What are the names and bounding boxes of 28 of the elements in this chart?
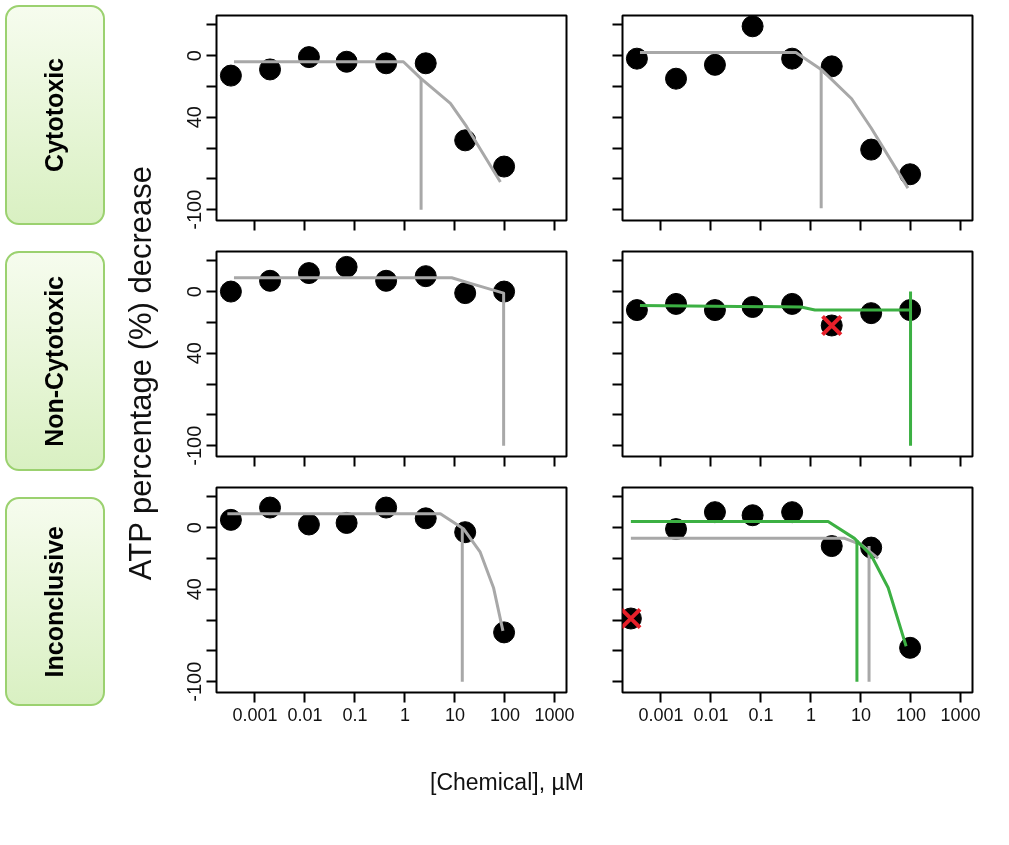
x-tick-label: 0.01: [287, 704, 323, 725]
x-tick-label: 100: [489, 704, 521, 725]
y-tick-label: -100: [183, 661, 206, 702]
y-axis-title: ATP percentage (%) decrease: [121, 165, 159, 581]
x-tick-label: 1: [399, 704, 410, 725]
text: Inconclusive: [39, 525, 70, 678]
x-tick-label: 10: [444, 704, 465, 725]
x-tick-label: 1000: [940, 704, 981, 725]
x-tick-label: 10: [850, 704, 871, 725]
y-tick-label: 0: [183, 286, 206, 298]
x-tick-label: 0.001: [232, 704, 278, 725]
y-tick-label: 40: [183, 342, 206, 365]
x-tick-label: 1000: [534, 704, 575, 725]
y-tick-label: 0: [183, 522, 206, 534]
x-tick-label: 0.1: [748, 704, 774, 725]
text: Non-Cytotoxic: [39, 275, 70, 447]
y-tick-label: -100: [183, 189, 206, 230]
y-tick-label: 40: [183, 106, 206, 129]
x-tick-label: 0.01: [693, 704, 729, 725]
x-tick-label: 0.1: [342, 704, 368, 725]
y-tick-label: 0: [183, 50, 206, 62]
text: Cytotoxic: [39, 58, 70, 172]
x-tick-label: 0.001: [638, 704, 684, 725]
y-tick-label: 40: [183, 578, 206, 601]
x-tick-label: 100: [895, 704, 927, 725]
x-tick-label: 1: [805, 704, 816, 725]
x-axis-title: [Chemical], µM: [430, 768, 584, 797]
y-tick-label: -100: [183, 425, 206, 466]
